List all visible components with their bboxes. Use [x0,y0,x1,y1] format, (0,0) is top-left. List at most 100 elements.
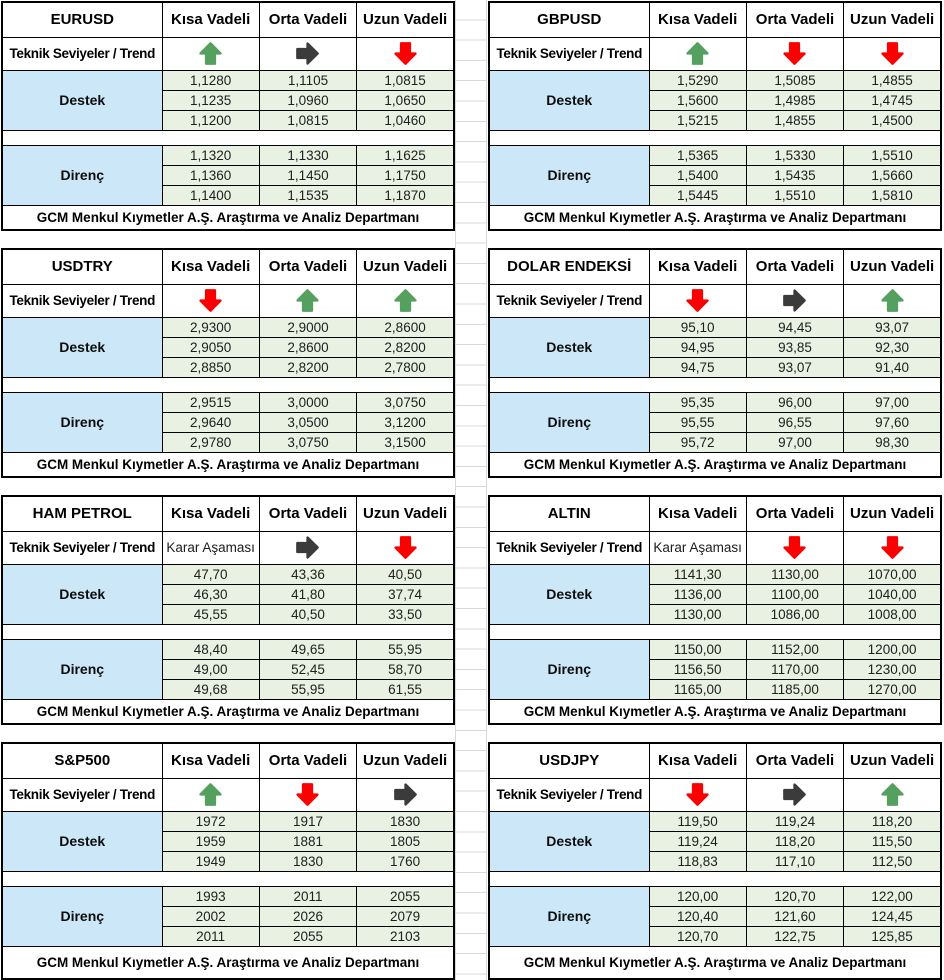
column-header: Orta Vadeli [745,1,845,38]
support-value: 1,0815 [356,69,455,91]
spacer-row [488,623,942,640]
support-value: 1830 [356,810,455,832]
support-value: 1949 [161,850,260,872]
header-row: USDTRY Kısa Vadeli Orta Vadeli Uzun Vadeli [1,248,455,285]
resistance-value: 1,5510 [745,184,845,206]
instrument-name: USDTRY [1,248,163,285]
resistance-value: 96,55 [745,411,845,433]
resistance-value: 1165,00 [648,678,747,700]
trend-arrow-up-icon [393,289,417,312]
support-row: 46,30 41,80 37,74 [2,583,455,605]
column-header: Kısa Vadeli [161,248,260,285]
support-row: 45,55 40,50 33,50 [2,603,455,625]
footer-row: GCM Menkul Kıymetler A.Ş. Araştırma ve A… [1,204,455,231]
analysis-table-s-p500: S&P500 Kısa Vadeli Orta Vadeli Uzun Vadeli T… [1,742,455,980]
support-value: 47,70 [161,563,260,585]
column-header: Uzun Vadeli [843,248,942,285]
column-header: Orta Vadeli [745,495,845,532]
trend-cell [356,777,455,812]
support-value: 1,0960 [258,89,358,111]
trend-cell [648,283,747,318]
support-row: 2,9050 2,8600 2,8200 [2,336,455,358]
analysis-table-dolar-endeksi: DOLAR ENDEKSİ Kısa Vadeli Orta Vadeli Uzun … [488,248,942,478]
resistance-value: 1,1360 [161,164,260,186]
trend-arrow-down-icon [199,289,222,312]
resistance-value: 96,00 [745,391,845,413]
resistance-value: 122,00 [843,885,942,907]
support-value: 1881 [258,830,358,852]
analysis-panel-usdjpy: USDJPY Kısa Vadeli Orta Vadeli Uzun Vadeli T… [488,742,942,980]
resistance-value: 124,45 [843,905,942,927]
analysis-panel-usdtry: USDTRY Kısa Vadeli Orta Vadeli Uzun Vadeli T… [1,248,455,478]
support-row: 2,8850 2,8200 2,7800 [2,356,455,378]
support-value: 115,50 [843,830,942,852]
resistance-value: 1150,00 [648,638,747,660]
trend-cell [258,283,358,318]
support-value: 45,55 [161,603,260,625]
resistance-row: Direnç 95,35 96,00 97,00 [488,391,942,453]
trend-row: Teknik Seviyeler / Trend [488,777,942,812]
resistance-value: 1,5445 [648,184,747,206]
support-label: Destek [1,810,163,872]
trend-cell [745,283,845,318]
spacer-cell [1,129,455,146]
resistance-value: 1,1750 [356,164,455,186]
trend-row-label: Teknik Seviyeler / Trend [1,283,163,318]
footer-row: GCM Menkul Kıymetler A.Ş. Araştırma ve A… [488,204,942,231]
support-row: 94,75 93,07 91,40 [489,356,942,378]
resistance-value: 2055 [258,925,358,947]
column-header: Kısa Vadeli [648,742,747,779]
trend-arrow-up-icon [199,42,222,65]
column-header: Orta Vadeli [258,1,358,38]
support-value: 1805 [356,830,455,852]
resistance-label: Direnç [488,391,650,453]
column-header: Orta Vadeli [258,495,358,532]
analysis-panel-dolar-endeksi: DOLAR ENDEKSİ Kısa Vadeli Orta Vadeli Uzun … [488,248,942,478]
spacer-cell [1,623,455,640]
support-value: 118,20 [843,810,942,832]
resistance-value: 55,95 [258,678,358,700]
resistance-value: 122,75 [745,925,845,947]
support-row: 119,24 118,20 115,50 [489,830,942,852]
trend-arrow-down-icon [393,536,417,559]
trend-text: Karar Aşaması [166,539,255,555]
support-value: 94,95 [648,336,747,358]
header-row: USDJPY Kısa Vadeli Orta Vadeli Uzun Vadeli [488,742,942,779]
resistance-row: 1156,50 1170,00 1230,00 [489,658,942,680]
resistance-value: 49,00 [161,658,260,680]
trend-arrow-up-icon [199,783,222,806]
support-value: 94,45 [745,316,845,338]
support-value: 1086,00 [745,603,845,625]
trend-cell [161,283,260,318]
support-row: Destek 47,70 43,36 40,50 [1,563,455,625]
resistance-value: 1230,00 [843,658,942,680]
footer-note: GCM Menkul Kıymetler A.Ş. Araştırma ve A… [1,945,455,980]
resistance-value: 97,00 [745,431,845,453]
analysis-table-usdtry: USDTRY Kısa Vadeli Orta Vadeli Uzun Vadeli T… [1,248,455,478]
analysis-panel-altin: ALTIN Kısa Vadeli Orta Vadeli Uzun Vadeli Te… [488,495,942,725]
resistance-row: Direnç 1993 2011 2055 [1,885,455,947]
support-value: 1040,00 [843,583,942,605]
header-row: GBPUSD Kısa Vadeli Orta Vadeli Uzun Vadeli [488,1,942,38]
resistance-label: Direnç [1,144,163,206]
spreadsheet-gridlines [455,0,487,980]
resistance-row: 1,1360 1,1450 1,1750 [2,164,455,186]
column-header: Uzun Vadeli [843,1,942,38]
trend-arrow-right-icon [296,536,320,559]
support-value: 1972 [161,810,260,832]
analysis-panel-s-p500: S&P500 Kısa Vadeli Orta Vadeli Uzun Vadeli T… [1,742,455,980]
resistance-value: 1,1320 [161,144,260,166]
trend-cell [161,36,260,71]
resistance-value: 2,9515 [161,391,260,413]
column-header: Orta Vadeli [258,248,358,285]
support-value: 112,50 [843,850,942,872]
trend-arrow-up-icon [296,289,320,312]
resistance-value: 2103 [356,925,455,947]
trend-row: Teknik Seviyeler / Trend Karar Aşaması [1,530,455,565]
support-value: 2,8200 [258,356,358,378]
resistance-row: Direnç 1,5365 1,5330 1,5510 [488,144,942,206]
resistance-value: 95,72 [648,431,747,453]
trend-cell [843,530,942,565]
header-row: HAM PETROL Kısa Vadeli Orta Vadeli Uzun Vad… [1,495,455,532]
support-label: Destek [488,69,650,131]
